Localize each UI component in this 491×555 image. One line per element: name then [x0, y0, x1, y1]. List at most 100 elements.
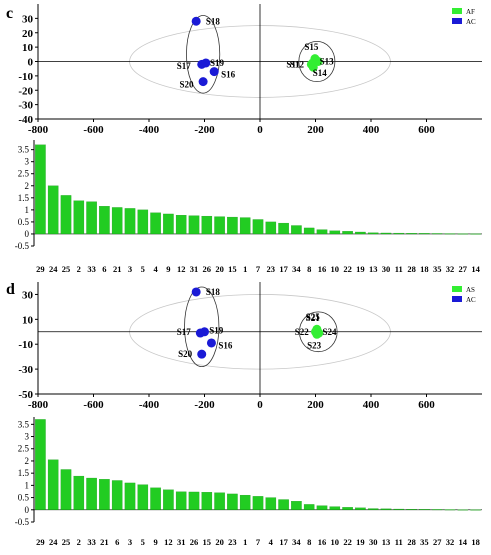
y-tick-label: 0	[28, 57, 34, 69]
bar-category-label: 3	[128, 537, 132, 547]
bar-27	[457, 233, 469, 235]
bar-y-tick-label: 0.5	[18, 493, 30, 503]
bar-15	[227, 216, 238, 235]
bar-category-label: 32	[446, 264, 455, 274]
bar-category-label: 27	[459, 264, 468, 274]
bar-y-tick-label: -0.5	[15, 517, 30, 527]
bar-1	[239, 217, 251, 235]
bar-12	[163, 489, 174, 510]
bar-category-label: 24	[49, 264, 58, 274]
bar-28	[406, 233, 417, 235]
point-label: S18	[206, 287, 221, 297]
bar-3	[124, 482, 136, 510]
bar-16	[316, 505, 328, 510]
bar-10	[329, 506, 341, 510]
point-label: S12	[290, 59, 305, 69]
bar-category-label: 25	[62, 264, 71, 274]
x-tick-label: 200	[307, 399, 324, 411]
point-label: S17	[177, 327, 192, 337]
bar-category-label: 16	[318, 264, 327, 274]
bar-category-label: 14	[459, 537, 468, 547]
bar-category-label: 18	[420, 264, 429, 274]
bar-panel-d: -0.500.511.522.533.529 24 25 2 33 21 6 3 5 9 12 31 2…	[15, 417, 482, 547]
bar-category-label: 19	[356, 264, 365, 274]
x-tick-label: -800	[28, 124, 49, 136]
x-tick-label: -600	[83, 399, 104, 411]
x-tick-label: 0	[257, 399, 263, 411]
legend-label: AF	[466, 8, 475, 16]
bar-category-label: 9	[166, 264, 170, 274]
bar-11	[393, 232, 405, 235]
bar-category-label: 18	[471, 537, 480, 547]
bar-y-tick-label: 1	[25, 480, 30, 490]
bar-category-label: 7	[256, 537, 261, 547]
bar-7	[252, 219, 264, 235]
bar-23	[265, 221, 277, 235]
bar-category-label: 26	[190, 537, 199, 547]
scatter-point-s18	[191, 287, 201, 297]
bar-category-label: 15	[203, 537, 212, 547]
bar-y-tick-label: 0	[25, 229, 30, 239]
x-tick-label: -400	[139, 124, 160, 136]
bar-3	[124, 208, 136, 235]
scatter-point-s16	[206, 338, 216, 348]
scatter-point-s23	[312, 329, 322, 339]
bar-20	[214, 492, 225, 510]
bar-y-tick-label: 1.5	[18, 193, 30, 203]
scatter-point-s20	[197, 349, 207, 359]
bar-category-label: 2	[77, 264, 81, 274]
scatter-point-s18	[191, 16, 201, 26]
bar-25	[60, 469, 72, 510]
bar-category-label: 28	[407, 537, 416, 547]
bar-26	[188, 491, 200, 510]
x-tick-label: -800	[28, 399, 49, 411]
bar-y-tick-label: 3.5	[18, 419, 30, 429]
bar-category-label: 12	[164, 537, 173, 547]
x-tick-label: 600	[418, 124, 435, 136]
bar-32	[444, 509, 456, 511]
y-tick-label: 30	[22, 289, 34, 301]
bar-18	[419, 233, 430, 235]
ac-cluster-ellipse	[184, 286, 220, 368]
y-tick-label: 10	[22, 314, 34, 326]
bar-category-label: 20	[215, 264, 224, 274]
bar-31	[175, 491, 187, 510]
bar-14	[470, 233, 481, 235]
bar-category-label: 5	[141, 537, 145, 547]
bar-category-label: 35	[420, 537, 429, 547]
bar-20	[214, 216, 225, 235]
bar-category-label: 35	[433, 264, 442, 274]
y-tick-label: 30	[22, 13, 34, 25]
bar-y-tick-label: 3.5	[18, 145, 30, 155]
bar-2	[73, 200, 85, 235]
bar-category-label: 13	[369, 264, 378, 274]
bar-category-label: 17	[279, 537, 288, 547]
bar-y-tick-label: 2	[25, 456, 30, 466]
x-tick-label: 400	[363, 399, 380, 411]
bar-category-label: 29	[36, 537, 45, 547]
bar-24	[47, 185, 59, 235]
bar-28	[406, 509, 417, 510]
y-tick-label: -20	[18, 85, 33, 97]
bar-category-label: 7	[256, 264, 261, 274]
bar-17	[278, 499, 289, 510]
bar-9	[163, 213, 174, 235]
bar-category-label: 10	[331, 264, 340, 274]
point-label: S18	[206, 16, 221, 26]
point-label: S24	[322, 327, 337, 337]
bar-10	[329, 230, 341, 235]
bar-y-tick-label: 2.5	[18, 444, 30, 454]
bar-18	[470, 509, 481, 511]
bar-category-label: 10	[331, 537, 340, 547]
bar-category-label: 21	[113, 264, 122, 274]
bar-30	[367, 508, 379, 510]
legend-label: AC	[466, 296, 476, 304]
bar-category-label: 1	[243, 537, 247, 547]
bar-y-tick-label: 2.5	[18, 169, 30, 179]
y-tick-label: -10	[18, 339, 33, 351]
scatter-point-s17	[195, 328, 205, 338]
legend-swatch	[452, 8, 462, 14]
y-tick-label: -30	[18, 100, 33, 112]
